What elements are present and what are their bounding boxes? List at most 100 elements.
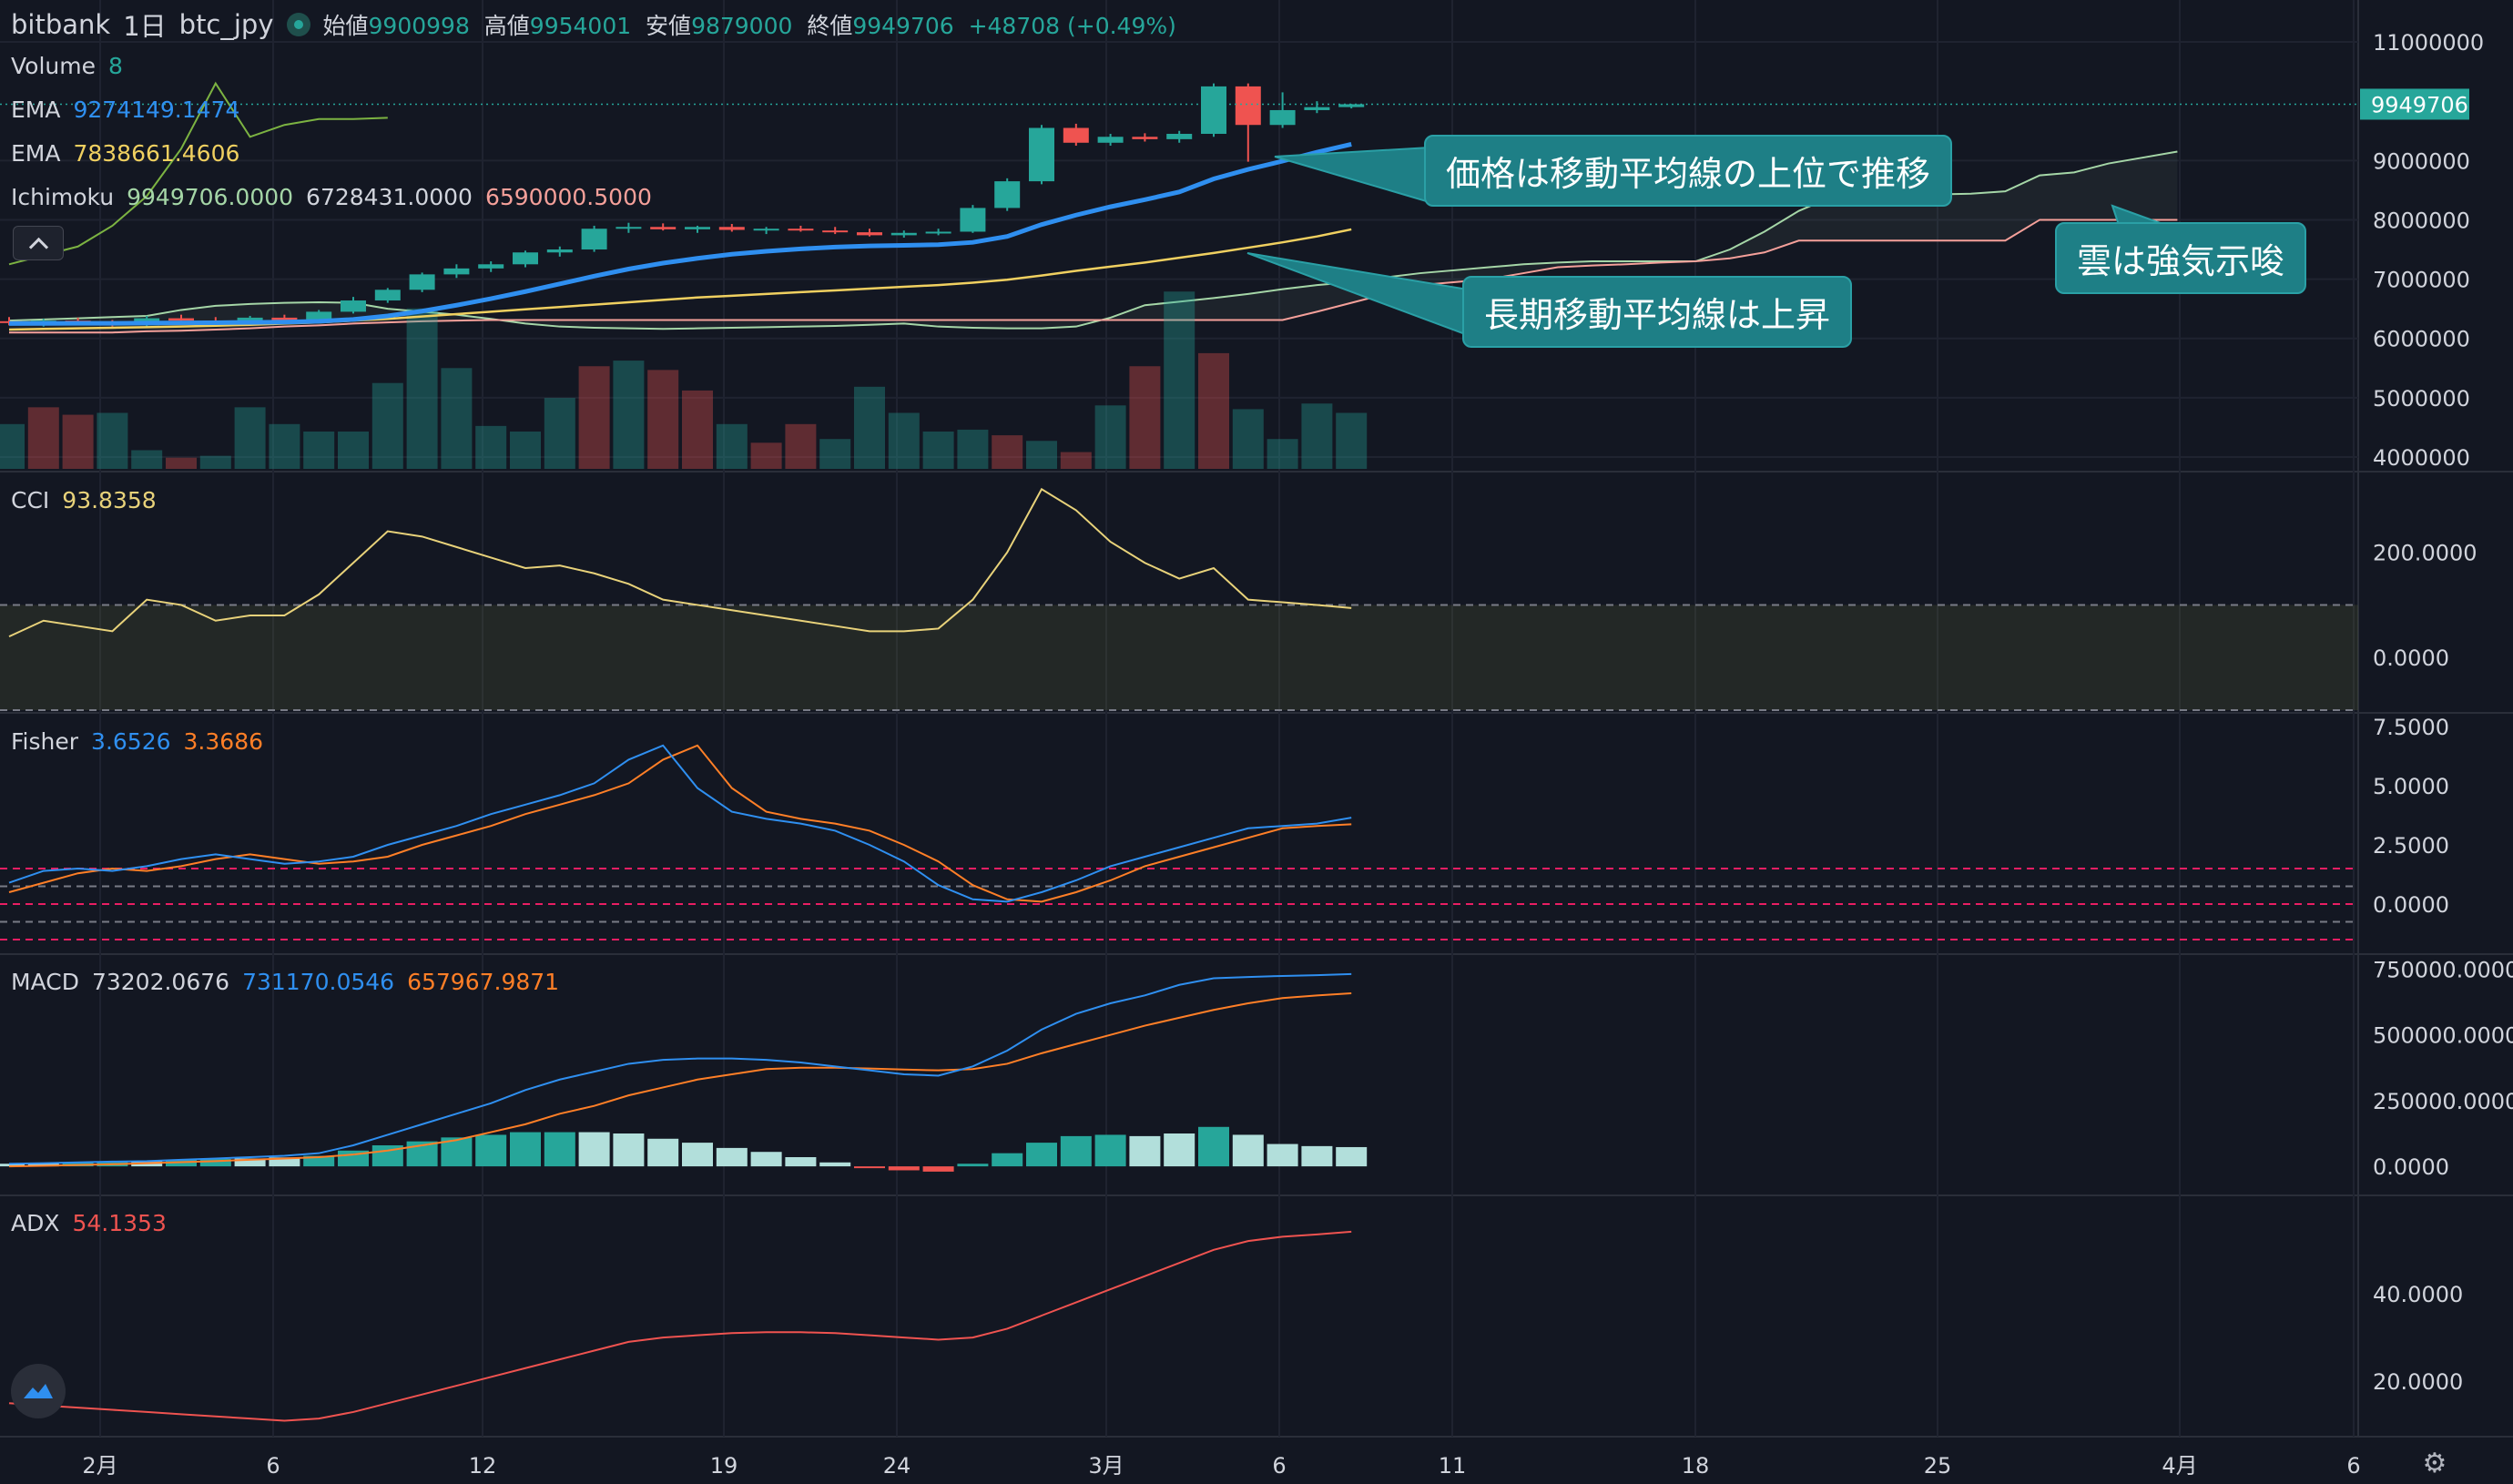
last-price-label-bg: [2360, 88, 2469, 120]
ichimoku-cloud-fill: [9, 151, 2178, 333]
grid-lines: [0, 0, 2513, 1438]
annotation-price-above-ma[interactable]: 価格は移動平均線の上位で推移: [1424, 135, 1953, 207]
volume-bar: [0, 423, 25, 469]
exchange-name[interactable]: bitbank: [11, 9, 111, 40]
tradingview-logo-icon[interactable]: [11, 1364, 66, 1418]
macd-legend-v1: 73202.0676: [91, 969, 230, 995]
candle-body: [960, 208, 986, 232]
ichimoku-span-b-line: [9, 219, 2178, 334]
volume-bar: [1267, 439, 1298, 469]
fisher-tick-label: 0.0000: [2373, 892, 2449, 918]
volume-bar: [510, 432, 541, 469]
volume-bar: [682, 390, 713, 469]
macd-tick-label: 750000.0000: [2373, 957, 2513, 982]
candle-body: [409, 274, 435, 290]
time-tick-label: 19: [710, 1453, 738, 1479]
ema-fast-legend-label: EMA: [11, 97, 61, 123]
adx-legend-value: 54.1353: [72, 1210, 167, 1236]
candle-body: [306, 311, 332, 320]
macd-legend[interactable]: MACD 73202.0676 731170.0546 657967.9871: [11, 969, 559, 995]
volume-bar: [1129, 366, 1161, 469]
volume-bar: [785, 423, 817, 469]
collapse-legend-button[interactable]: [13, 226, 64, 260]
candle-body: [513, 252, 538, 265]
macd-histogram-bar: [510, 1132, 541, 1167]
macd-legend-v3: 657967.9871: [407, 969, 560, 995]
macd-tick-label: 0.0000: [2373, 1154, 2449, 1180]
volume-bar: [199, 455, 231, 469]
volume-bar: [544, 398, 575, 469]
volume-bar: [957, 429, 989, 469]
macd-legend-label: MACD: [11, 969, 79, 995]
adx-pane[interactable]: [8, 1230, 1352, 1422]
candle-body: [822, 230, 849, 233]
fisher-pane[interactable]: [0, 744, 2358, 940]
ema-slow-legend[interactable]: EMA 7838661.4606: [11, 140, 239, 167]
symbol-name[interactable]: btc_jpy: [178, 9, 274, 40]
volume-bar: [1301, 403, 1333, 469]
volume-bar: [1198, 352, 1229, 469]
candle-body: [685, 227, 710, 229]
price-tick-label: 11000000: [2373, 30, 2484, 56]
candle-body: [616, 227, 642, 229]
annotation-long-ma-rising[interactable]: 長期移動平均線は上昇: [1462, 276, 1853, 348]
volume-bar: [475, 425, 507, 469]
cci-line: [8, 487, 1352, 638]
volume-bar: [303, 432, 335, 469]
market-status-icon: [286, 13, 310, 36]
macd-histogram-bar: [682, 1143, 713, 1167]
annotation-cloud-bullish[interactable]: 雲は強気示唆: [2055, 222, 2307, 294]
ema-fast-legend[interactable]: EMA 9274149.1474: [11, 97, 239, 123]
gear-icon[interactable]: ⚙: [2422, 1448, 2447, 1479]
macd-pane[interactable]: [0, 972, 1368, 1172]
volume-bar: [406, 308, 438, 469]
macd-tick-label: 500000.0000: [2373, 1023, 2513, 1049]
macd-histogram-bar: [922, 1166, 954, 1172]
adx-line: [8, 1230, 1352, 1422]
ema-slow-legend-label: EMA: [11, 140, 61, 167]
volume-bar: [27, 407, 59, 469]
fisher-tick-label: 7.5000: [2373, 715, 2449, 740]
candle-body: [650, 227, 677, 229]
volume-bar: [1094, 405, 1126, 469]
ema-fast-legend-value: 9274149.1474: [73, 97, 240, 123]
macd-histogram-bar: [750, 1152, 782, 1167]
fisher-legend[interactable]: Fisher 3.6526 3.3686: [11, 728, 263, 755]
candle-body: [1269, 109, 1296, 126]
macd-tick-label: 250000.0000: [2373, 1089, 2513, 1114]
volume-legend-value: 8: [107, 53, 123, 79]
cci-tick-label: 0.0000: [2373, 645, 2449, 671]
ema-lines: [8, 142, 1352, 331]
volume-bar: [819, 439, 851, 469]
adx-legend[interactable]: ADX 54.1353: [11, 1210, 167, 1236]
time-tick-label: 4月: [2162, 1453, 2197, 1479]
time-tick-label: 6: [2346, 1453, 2360, 1479]
ichimoku-legend-v1: 9949706.0000: [127, 184, 294, 210]
candlestick-series[interactable]: [0, 83, 1365, 327]
annotation-pointers: [1246, 146, 2162, 337]
macd-histogram-bar: [1198, 1126, 1229, 1167]
time-tick-label: 3月: [1088, 1453, 1124, 1479]
volume-bar: [234, 407, 266, 469]
cci-legend[interactable]: CCI 93.8358: [11, 487, 157, 513]
symbol-header: bitbank 1日 btc_jpy 始値9900998 高値9954001 安…: [11, 5, 1176, 44]
volume-bar: [750, 442, 782, 469]
price-tick-label: 6000000: [2373, 327, 2470, 352]
macd-histogram-bar: [785, 1157, 817, 1167]
macd-line: [8, 972, 1352, 1165]
volume-bar: [1164, 291, 1195, 469]
macd-histogram-bar: [1267, 1143, 1298, 1167]
time-tick-label: 24: [883, 1453, 911, 1479]
volume-bar: [922, 432, 954, 469]
volume-legend[interactable]: Volume 8: [11, 53, 123, 79]
ichimoku-legend[interactable]: Ichimoku 9949706.0000 6728431.0000 65900…: [11, 184, 652, 210]
cci-pane[interactable]: [0, 487, 2358, 711]
macd-histogram-bar: [1129, 1135, 1161, 1167]
interval-label[interactable]: 1日: [123, 11, 167, 42]
candle-body: [1201, 86, 1226, 135]
candle-body: [925, 231, 951, 234]
volume-bars: [0, 291, 1368, 469]
macd-histogram-bar: [647, 1138, 679, 1167]
volume-bar: [97, 412, 128, 469]
